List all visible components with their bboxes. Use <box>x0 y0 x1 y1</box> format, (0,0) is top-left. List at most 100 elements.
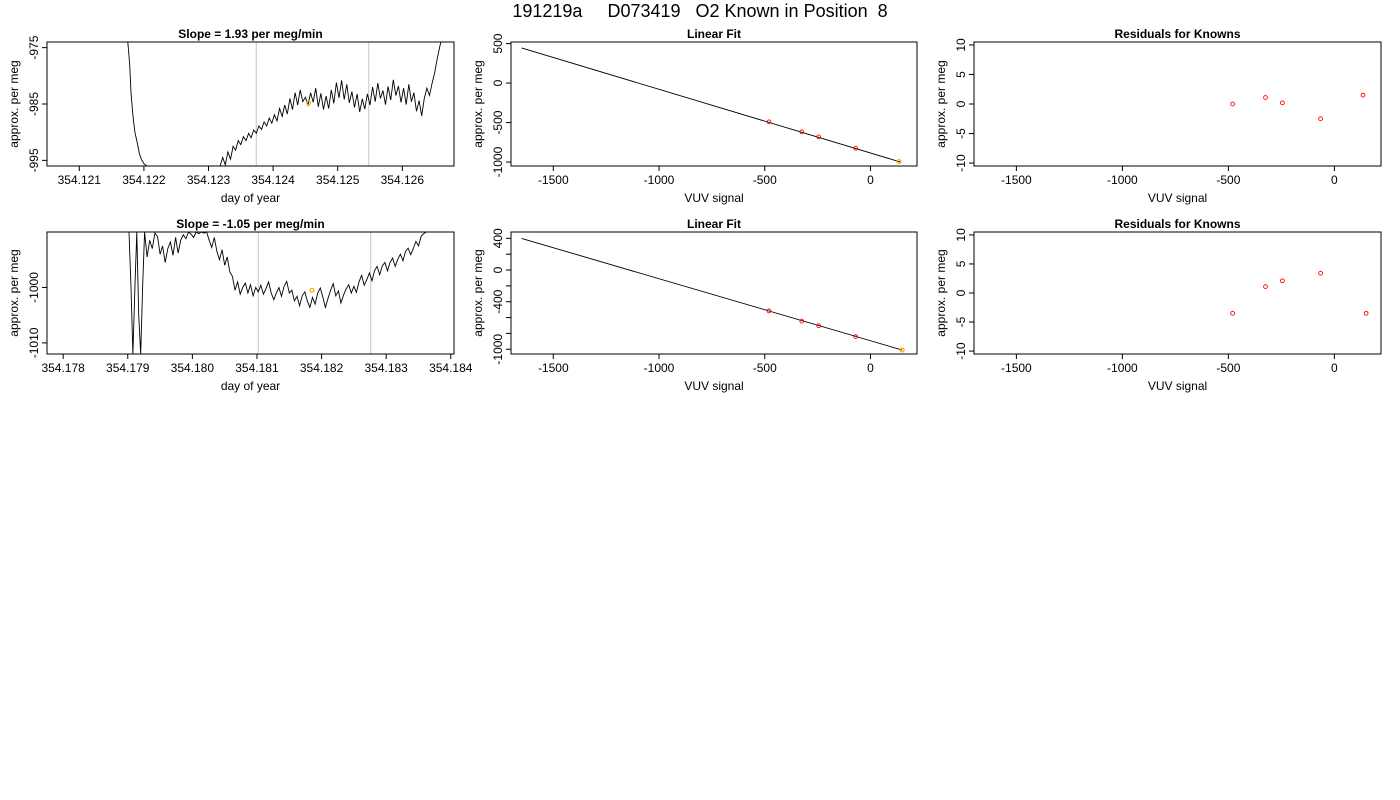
panel-title: Residuals for Knowns <box>1114 217 1240 231</box>
figure-title: 191219a D073419 O2 Known in Position 8 <box>512 1 888 21</box>
x-tick-label: 354.124 <box>251 173 295 187</box>
y-tick-label: -10 <box>954 342 968 360</box>
data-point <box>1263 95 1268 100</box>
panel-slope-bottom: Slope = -1.05 per meg/min day of year appr… <box>7 217 473 393</box>
y-tick-label: 5 <box>954 71 968 78</box>
x-tick-label: -500 <box>753 173 777 187</box>
plot-frame <box>510 231 918 355</box>
figure-title-area: 191219a D073419 O2 Known in Position 8 <box>0 0 1400 24</box>
x-tick-label: 354.183 <box>364 361 408 375</box>
data-layer <box>128 232 427 354</box>
panel-linear-fit-top: Linear Fit VUV signal approx. per meg -1500… <box>471 27 918 205</box>
y-tick-label: -5 <box>954 316 968 327</box>
x-tick-label: -1000 <box>644 361 675 375</box>
data-point <box>799 318 805 324</box>
data-point <box>1263 284 1268 289</box>
x-tick-label: 0 <box>867 173 874 187</box>
data-layer <box>521 47 902 165</box>
data-point <box>766 308 772 314</box>
panel-title: Slope = -1.05 per meg/min <box>176 217 324 231</box>
data-layer <box>521 237 905 353</box>
y-tick-label: -995 <box>27 148 41 172</box>
x-tick-label: -500 <box>753 361 777 375</box>
data-point <box>766 119 772 125</box>
x-tick-label: 354.121 <box>58 173 102 187</box>
y-tick-label: 10 <box>954 38 968 52</box>
x-tick-label: 354.179 <box>106 361 150 375</box>
plot-frame <box>46 41 455 167</box>
x-tick-label: -500 <box>1216 361 1240 375</box>
data-point <box>1318 116 1323 122</box>
y-tick-label: -975 <box>27 35 41 59</box>
y-tick-label: 5 <box>954 260 968 267</box>
y-axis-label: approx. per meg <box>7 60 21 147</box>
y-tick-label: -500 <box>491 110 505 134</box>
panel-title: Linear Fit <box>687 217 741 231</box>
fit-line <box>521 237 903 351</box>
plot-frame <box>510 41 918 167</box>
x-tick-label: 354.126 <box>381 173 425 187</box>
x-tick-label: -500 <box>1216 173 1240 187</box>
y-tick-label: 500 <box>491 33 505 53</box>
data-point <box>816 323 822 329</box>
y-axis-label: approx. per meg <box>471 60 485 147</box>
x-tick-label: 0 <box>1331 173 1338 187</box>
data-layer <box>127 42 442 166</box>
x-tick-label: -1500 <box>1001 173 1032 187</box>
data-point <box>853 334 859 340</box>
y-tick-label: 0 <box>491 266 505 273</box>
y-tick-label: 400 <box>491 228 505 248</box>
data-point <box>1363 310 1369 316</box>
y-tick-label: -5 <box>954 128 968 139</box>
highlight-point <box>899 347 905 353</box>
data-point <box>1230 101 1235 107</box>
y-tick-label: -985 <box>27 92 41 116</box>
highlight-point <box>309 287 315 293</box>
x-tick-label: -1000 <box>644 173 675 187</box>
data-layer <box>1230 92 1366 122</box>
x-tick-label: 354.184 <box>429 361 473 375</box>
fit-line <box>521 47 901 163</box>
data-point <box>1230 310 1235 316</box>
x-tick-label: -1000 <box>1107 173 1138 187</box>
series-line <box>128 232 427 354</box>
y-tick-label: -1010 <box>27 327 41 358</box>
y-axis-label: approx. per meg <box>934 60 948 147</box>
x-axis-label: VUV signal <box>1148 191 1207 205</box>
x-tick-label: -1500 <box>1001 361 1032 375</box>
x-tick-label: 354.125 <box>316 173 360 187</box>
panel-linear-fit-bottom: Linear Fit VUV signal approx. per meg -1500… <box>471 217 918 393</box>
plot-frame <box>46 231 455 355</box>
panel-title: Slope = 1.93 per meg/min <box>178 27 322 41</box>
y-axis-label: approx. per meg <box>7 249 21 336</box>
data-point <box>853 145 859 151</box>
plot-frame <box>973 41 1382 167</box>
x-axis-label: VUV signal <box>684 379 743 393</box>
x-tick-label: -1000 <box>1107 361 1138 375</box>
y-axis-label: approx. per meg <box>471 249 485 336</box>
y-tick-label: -10 <box>954 154 968 172</box>
series-line <box>127 42 442 166</box>
y-tick-label: 0 <box>491 79 505 86</box>
y-tick-label: -1000 <box>27 272 41 303</box>
panel-slope-top: Slope = 1.93 per meg/min day of year appro… <box>7 27 455 205</box>
x-tick-label: -1500 <box>538 361 569 375</box>
data-layer <box>1230 270 1369 316</box>
panel-residuals-top: Residuals for Knowns VUV signal approx. pe… <box>934 27 1382 205</box>
data-point <box>1280 278 1285 284</box>
y-tick-label: 10 <box>954 228 968 242</box>
x-axis-label: day of year <box>221 191 280 205</box>
data-point <box>1318 270 1323 276</box>
x-tick-label: 354.180 <box>171 361 215 375</box>
data-point <box>799 129 805 135</box>
highlight-point <box>306 100 312 106</box>
x-tick-label: 354.181 <box>235 361 279 375</box>
x-axis-label: day of year <box>221 379 280 393</box>
x-tick-label: 354.178 <box>41 361 85 375</box>
data-point <box>816 134 822 140</box>
x-tick-label: 0 <box>1331 361 1338 375</box>
data-point <box>1280 100 1285 106</box>
x-tick-label: 0 <box>867 361 874 375</box>
y-tick-label: -1000 <box>491 334 505 365</box>
